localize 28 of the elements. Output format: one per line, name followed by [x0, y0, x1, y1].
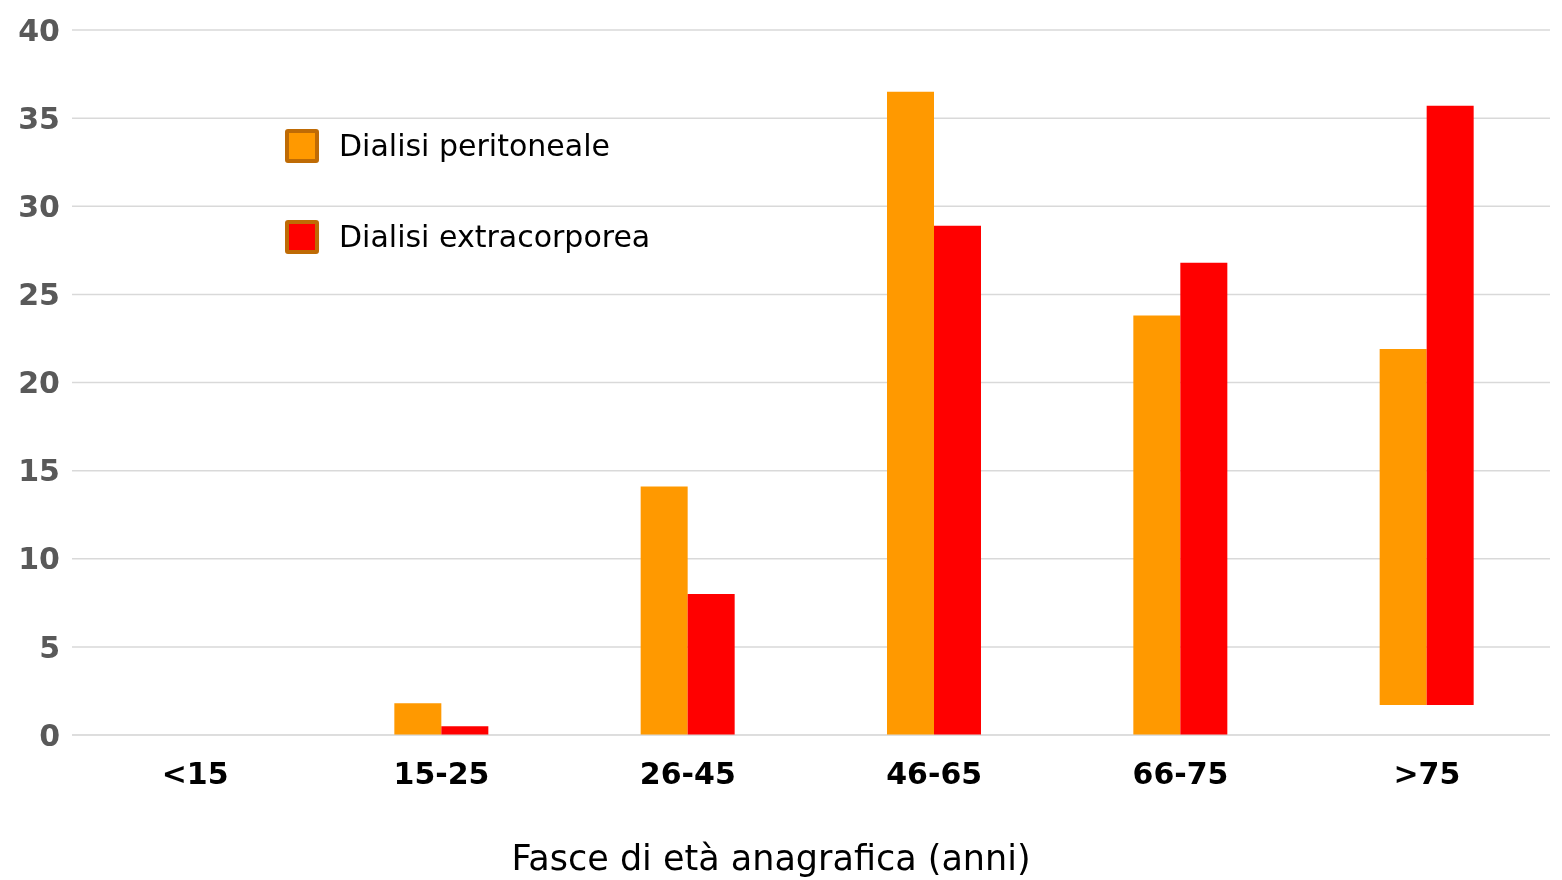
x-tick-label: 15-25	[393, 756, 490, 792]
x-axis-title: Fasce di età anagrafica (anni)	[511, 838, 1031, 878]
x-tick-label: 46-65	[886, 756, 983, 792]
bar	[1379, 349, 1427, 706]
bar	[887, 91, 934, 735]
y-tick-label: 35	[18, 100, 60, 136]
y-tick-label: 10	[18, 541, 60, 577]
bar	[934, 225, 981, 735]
legend-label: Dialisi extracorporea	[339, 219, 651, 254]
bar	[394, 703, 442, 735]
x-tick-label: <15	[161, 756, 229, 792]
y-tick-label: 0	[39, 717, 60, 753]
legend-label: Dialisi peritoneale	[339, 128, 610, 163]
y-tick-label: 30	[18, 188, 60, 224]
y-tick-label: 15	[18, 453, 60, 489]
bar	[1133, 315, 1181, 735]
x-tick-label: >75	[1393, 756, 1461, 792]
x-tick-label: 26-45	[639, 756, 736, 792]
bar	[640, 486, 688, 735]
bar	[441, 726, 489, 735]
y-tick-label: 20	[18, 365, 60, 401]
bar	[1426, 105, 1474, 706]
y-tick-label: 5	[39, 629, 60, 665]
y-tick-label: 40	[18, 12, 60, 48]
bar	[687, 594, 735, 735]
bar	[1180, 262, 1228, 735]
y-tick-label: 25	[18, 277, 60, 313]
x-tick-label: 66-75	[1132, 756, 1229, 792]
